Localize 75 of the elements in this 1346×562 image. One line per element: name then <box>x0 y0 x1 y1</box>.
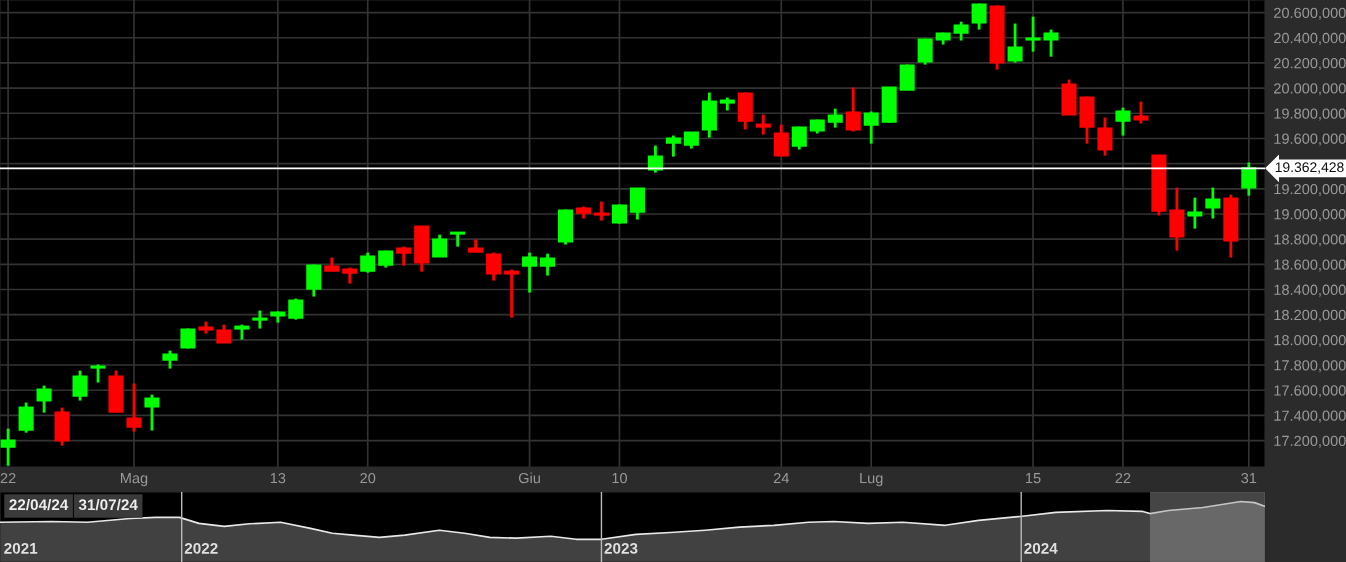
y-tick-label: 17.400,000 <box>1274 410 1346 423</box>
candlestick <box>540 252 556 277</box>
candlestick <box>917 37 933 66</box>
candlestick <box>593 200 609 222</box>
y-tick-label: 20.200,000 <box>1274 58 1346 71</box>
x-tick-label: 10 <box>612 472 627 484</box>
y-tick-label: 18.800,000 <box>1274 234 1346 247</box>
x-tick-label: Mag <box>120 473 148 487</box>
candlestick <box>665 134 681 158</box>
y-tick-label: 20.600,000 <box>1274 7 1346 20</box>
y-tick-label: 19.000,000 <box>1274 209 1346 222</box>
ref-line-label: 19.362,428 <box>1275 162 1344 174</box>
candlestick <box>252 309 268 330</box>
candlestick <box>486 251 502 282</box>
candlestick <box>1043 28 1059 59</box>
candlestick <box>1133 100 1149 125</box>
candlestick <box>144 393 160 432</box>
x-tick-label: 2024 <box>1024 542 1058 554</box>
candlestick <box>629 187 645 221</box>
candlestick <box>162 349 178 370</box>
candlestick <box>755 113 771 136</box>
y-tick-label: 18.600,000 <box>1274 259 1346 272</box>
candlestick <box>1097 116 1113 157</box>
candlestick <box>971 2 987 31</box>
y-tick-label: 18.200,000 <box>1274 309 1346 322</box>
candlestick <box>396 245 412 267</box>
x-tick-label: Giu <box>518 472 540 484</box>
candlestick <box>522 251 538 294</box>
x-tick-label: 13 <box>270 472 286 484</box>
candlestick <box>72 369 88 402</box>
y-tick-label: 17.200,000 <box>1274 435 1346 448</box>
x-tick-label: 2022 <box>184 542 218 554</box>
candlestick <box>360 251 376 275</box>
candlestick <box>1205 186 1221 220</box>
x-tick-label: 22 <box>0 472 16 484</box>
candlestick <box>504 268 520 319</box>
x-tick-label: 24 <box>773 472 789 484</box>
candlestick <box>1241 161 1257 197</box>
x-tick-label: 20 <box>360 472 376 484</box>
candlestick <box>288 297 304 321</box>
y-tick-label: 18.400,000 <box>1274 284 1346 297</box>
y-tick-label: 17.800,000 <box>1274 360 1346 373</box>
candlestick <box>845 86 861 133</box>
candlestick <box>90 363 106 384</box>
candlestick <box>1025 15 1041 53</box>
candlestick <box>306 263 322 298</box>
candlestick <box>1115 106 1131 137</box>
candlestick <box>1187 196 1203 230</box>
x-tick-label: Lug <box>860 473 883 487</box>
candlestick <box>863 110 879 146</box>
y-tick-label: 20.400,000 <box>1274 32 1346 45</box>
x-tick-label: 22 <box>1115 472 1131 484</box>
y-tick-label: 20.000,000 <box>1274 83 1346 96</box>
candlestick <box>126 382 142 434</box>
candlestick <box>450 231 466 248</box>
candlestick <box>773 123 789 157</box>
candlestick <box>18 401 34 435</box>
annotation: 31/07/24 <box>78 498 138 511</box>
candlestick <box>827 107 843 130</box>
candlestick <box>36 384 52 415</box>
x-tick-label: 2023 <box>604 542 638 554</box>
x-tick-label: 31 <box>1241 472 1257 484</box>
x-tick-label: 2021 <box>4 542 38 554</box>
y-tick-label: 17.600,000 <box>1274 385 1346 398</box>
y-tick-label: 19.800,000 <box>1274 108 1346 121</box>
candlestick <box>0 427 16 467</box>
y-tick-label: 18.000,000 <box>1274 334 1346 348</box>
candlestick <box>647 144 663 174</box>
y-tick-label: 19.200,000 <box>1274 183 1346 196</box>
candlestick <box>432 233 448 258</box>
candlestick <box>953 20 969 42</box>
annotation: 22/04/24 <box>9 498 69 511</box>
y-tick-label: 19.600,000 <box>1274 133 1346 146</box>
x-tick-label: 15 <box>1026 473 1041 484</box>
candlestick <box>1007 22 1023 64</box>
